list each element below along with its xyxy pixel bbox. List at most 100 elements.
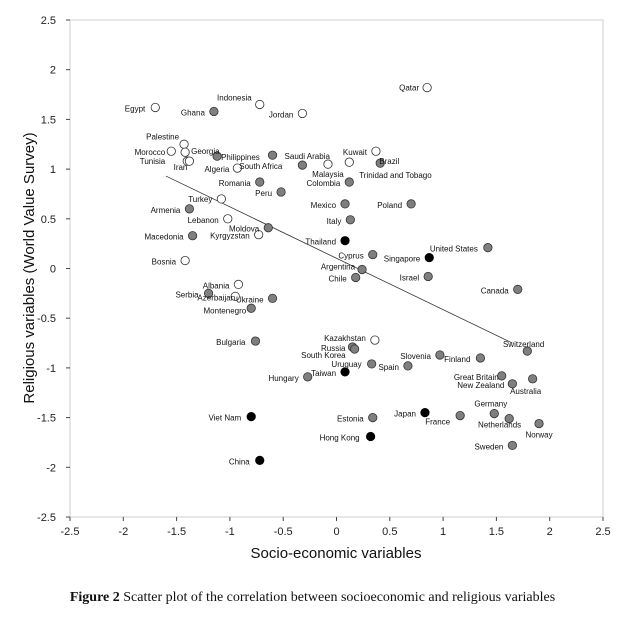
point-label: Israel — [400, 273, 420, 282]
point-label: United States — [430, 245, 478, 254]
data-point — [423, 271, 433, 282]
data-point — [422, 82, 432, 93]
point-label: France — [425, 418, 450, 427]
data-point — [233, 279, 244, 290]
data-point — [223, 214, 233, 224]
point-label: Colombia — [306, 179, 340, 188]
point-label: Sweden — [474, 442, 503, 451]
x-tick-label: 1.5 — [489, 526, 504, 538]
data-point — [403, 361, 413, 371]
data-point — [246, 412, 256, 422]
point-label: Switzerland — [503, 340, 544, 349]
data-point — [232, 163, 242, 173]
point-label: Hong Kong — [320, 433, 360, 442]
point-label: Morocco — [135, 148, 166, 157]
data-point — [150, 102, 160, 113]
y-tick-label: -2 — [46, 462, 56, 474]
figure-caption-text: Scatter plot of the correlation between … — [123, 590, 556, 605]
data-point — [489, 409, 499, 419]
data-point — [350, 344, 360, 354]
point-label: Bosnia — [152, 258, 177, 267]
point-label: Canada — [481, 286, 510, 295]
point-label: Germany — [474, 400, 507, 409]
point-label: Japan — [394, 410, 416, 419]
y-tick-label: 0.5 — [41, 214, 56, 226]
point-label: Egypt — [125, 104, 146, 113]
x-axis-ticks: -2.5 -2 -1.5 -1 -0.5 0 0.5 1 1.5 2 2.5 — [61, 517, 611, 538]
data-point — [370, 335, 380, 345]
data-point — [368, 412, 378, 423]
point-label: Singapore — [384, 255, 421, 264]
point-labels: Qatar Egypt Indonesia Ghana Jordan Palestine M… — [125, 84, 553, 467]
data-point — [475, 353, 486, 363]
data-point — [507, 440, 517, 451]
data-point — [255, 455, 265, 465]
data-point — [455, 411, 465, 421]
data-point — [367, 359, 377, 369]
data-point — [267, 150, 278, 160]
point-label: Russia — [321, 344, 346, 353]
point-label: Saudi Arabia — [285, 152, 331, 161]
data-point — [246, 303, 256, 313]
data-point — [371, 146, 381, 156]
point-label: Uruguay — [331, 360, 361, 369]
data-point — [344, 157, 354, 167]
point-label: Ghana — [181, 108, 206, 117]
data-point — [483, 243, 493, 253]
y-tick-label: 2.5 — [41, 15, 56, 27]
point-label: Viet Nam — [208, 414, 241, 423]
data-point — [297, 108, 307, 119]
point-label: Ukraine — [236, 295, 264, 304]
point-label: Georgia — [191, 147, 220, 156]
data-point — [187, 231, 198, 241]
point-label: Qatar — [399, 84, 419, 93]
point-label: Brazil — [379, 157, 399, 166]
data-point — [368, 249, 378, 260]
data-point — [184, 204, 194, 214]
data-point — [179, 139, 189, 149]
point-label: Taiwan — [311, 369, 336, 378]
x-tick-label: 1 — [440, 526, 446, 538]
data-point — [255, 99, 265, 110]
data-point — [166, 146, 176, 156]
point-label: Netherlands — [478, 421, 521, 430]
y-tick-label: -0.5 — [37, 313, 56, 325]
data-point — [184, 156, 194, 166]
x-tick-label: -1 — [225, 526, 235, 538]
data-point — [297, 160, 307, 170]
y-axis-ticks: 2.5 2 1.5 1 0.5 0 -0.5 -1 -1.5 -2 -2.5 — [37, 15, 70, 524]
data-point — [267, 293, 278, 303]
data-point — [507, 379, 517, 389]
point-label: Malaysia — [312, 170, 344, 179]
point-label: Palestine — [146, 132, 179, 141]
data-point — [203, 288, 214, 298]
x-axis-title: Socio-economic variables — [251, 545, 422, 562]
point-label: Philippines — [221, 153, 260, 162]
data-point — [340, 367, 350, 377]
x-tick-label: 2.5 — [595, 526, 610, 538]
point-label: New Zealand — [457, 381, 504, 390]
y-axis-title: Religious variables (World Value Survey) — [21, 132, 38, 403]
point-label: Cyprus — [338, 252, 363, 261]
point-label: Turkey — [188, 195, 212, 204]
point-label: Iran — [174, 163, 188, 172]
data-point — [424, 252, 434, 263]
data-point — [351, 272, 361, 283]
data-point — [366, 431, 376, 442]
data-point — [180, 255, 190, 266]
point-label: Algeria — [204, 165, 229, 174]
plot-area — [69, 19, 604, 518]
x-tick-label: -2.5 — [61, 526, 80, 538]
x-tick-label: -0.5 — [274, 526, 293, 538]
trend-line — [165, 175, 513, 344]
data-point — [513, 284, 523, 294]
point-label: Kazakhstan — [324, 334, 366, 343]
y-tick-label: 1.5 — [41, 114, 56, 126]
figure-label: Figure 2 — [69, 590, 120, 605]
data-point — [250, 336, 261, 346]
data-point — [344, 177, 354, 187]
point-label: Estonia — [337, 415, 364, 424]
point-label: Armenia — [151, 206, 181, 215]
y-tick-label: 0 — [50, 264, 56, 276]
figure-caption: Figure 2 Scatter plot of the correlation… — [0, 590, 625, 606]
